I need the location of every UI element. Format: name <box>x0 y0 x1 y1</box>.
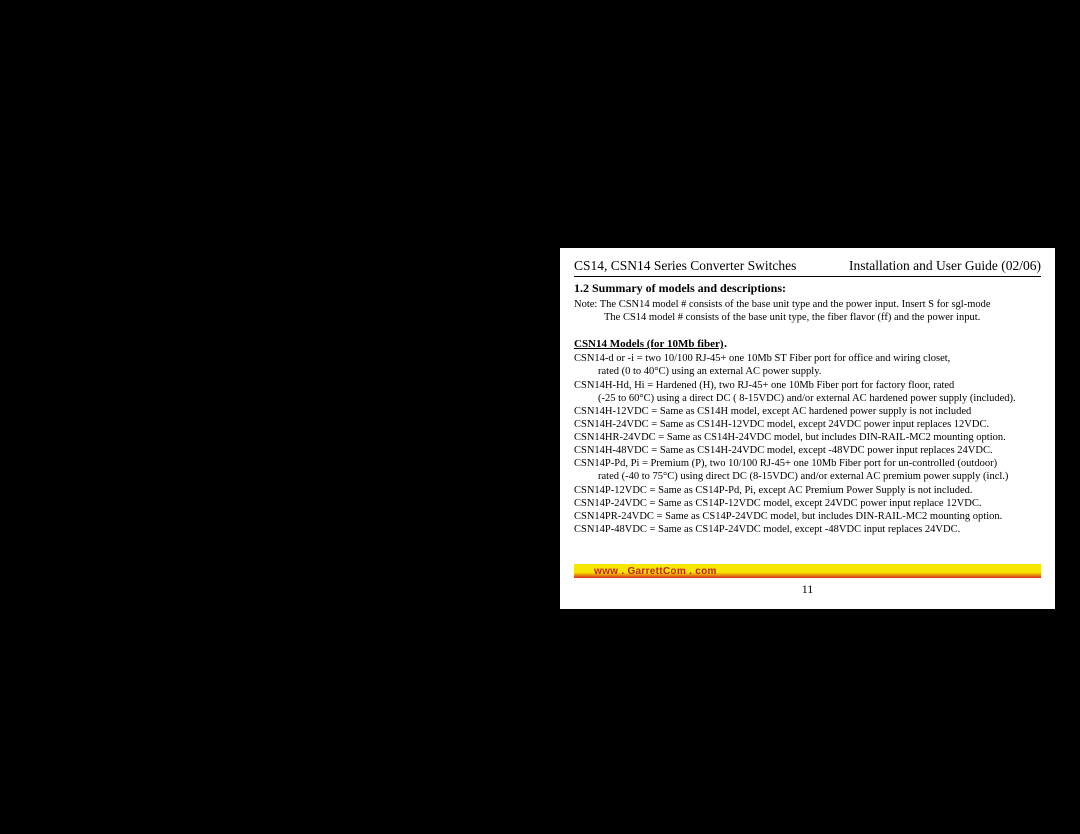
models-body: CSN14-d or -i = two 10/100 RJ-45+ one 10… <box>574 352 1041 536</box>
model-line: CSN14P-12VDC = Same as CS14P-Pd, Pi, exc… <box>574 484 1041 497</box>
section-title: 1.2 Summary of models and descriptions: <box>574 281 1041 296</box>
note-line-2: The CS14 model # consists of the base un… <box>574 311 1041 324</box>
model-line: (-25 to 60°C) using a direct DC ( 8-15VD… <box>574 392 1041 405</box>
model-line: CSN14-d or -i = two 10/100 RJ-45+ one 10… <box>574 352 1041 365</box>
models-title: CSN14 Models (for 10Mb fiber) <box>574 338 724 350</box>
page-header: CS14, CSN14 Series Converter Switches In… <box>574 258 1041 277</box>
model-line: rated (0 to 40°C) using an external AC p… <box>574 365 1041 378</box>
model-line: CSN14PR-24VDC = Same as CS14P-24VDC mode… <box>574 510 1041 523</box>
footer-url: www . GarrettCom . com <box>594 566 717 577</box>
model-line: CSN14HR-24VDC = Same as CS14H-24VDC mode… <box>574 431 1041 444</box>
document-page: CS14, CSN14 Series Converter Switches In… <box>560 248 1055 609</box>
page-number: 11 <box>574 582 1041 597</box>
model-line: CSN14P-24VDC = Same as CS14P-12VDC model… <box>574 497 1041 510</box>
footer-bar: www . GarrettCom . com <box>574 564 1041 578</box>
model-line: CSN14P-Pd, Pi = Premium (P), two 10/100 … <box>574 457 1041 470</box>
section-note: Note: The CSN14 model # consists of the … <box>574 298 1041 324</box>
models-heading: CSN14 Models (for 10Mb fiber). <box>574 334 1041 352</box>
model-line: CSN14H-12VDC = Same as CS14H model, exce… <box>574 405 1041 418</box>
header-right: Installation and User Guide (02/06) <box>849 258 1041 274</box>
note-line-1: Note: The CSN14 model # consists of the … <box>574 299 991 310</box>
header-left: CS14, CSN14 Series Converter Switches <box>574 258 796 274</box>
model-line: rated (-40 to 75°C) using direct DC (8-1… <box>574 470 1041 483</box>
model-line: CSN14P-48VDC = Same as CS14P-24VDC model… <box>574 523 1041 536</box>
model-line: CSN14H-Hd, Hi = Hardened (H), two RJ-45+… <box>574 379 1041 392</box>
model-line: CSN14H-24VDC = Same as CS14H-12VDC model… <box>574 418 1041 431</box>
models-title-period: . <box>724 334 728 351</box>
model-line: CSN14H-48VDC = Same as CS14H-24VDC model… <box>574 444 1041 457</box>
